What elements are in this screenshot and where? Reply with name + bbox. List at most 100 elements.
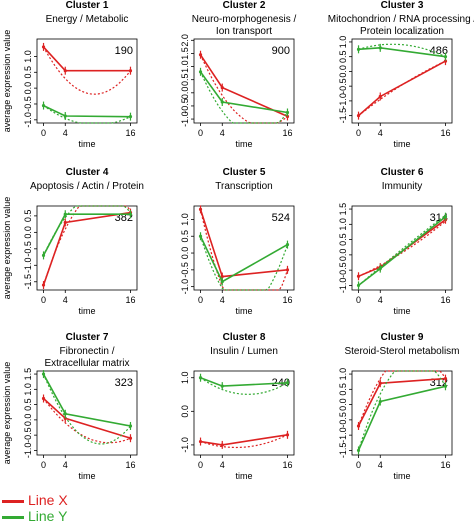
cluster-8-line-y-point (220, 384, 224, 388)
cluster-4-xtick-label: 0 (41, 295, 46, 305)
cluster-5-line-y-point (220, 280, 224, 284)
cluster-2-count: 900 (272, 45, 290, 57)
cluster-3-ytick-label: 1.0 (338, 36, 348, 49)
cluster-7-line-y-point (128, 424, 133, 428)
cluster-1-line-y-point (63, 114, 67, 118)
cluster-5-ytick-label: -0.5 (180, 262, 190, 278)
cluster-5-ytick-label: 1.0 (180, 213, 190, 226)
cluster-8-line-y-point (198, 376, 203, 380)
cluster-7-ytick-label: 0.0 (23, 414, 33, 427)
cluster-7-title: Cluster 7 (66, 332, 109, 343)
cluster-1-line-x-point (128, 69, 133, 73)
cluster-2-ytick-label: -1.0 (180, 111, 190, 127)
cluster-8-ytick-label: 1.0 (180, 371, 190, 384)
cluster-2-line-y-point (220, 100, 224, 104)
cluster-1-ytick-label: 1.0 (23, 50, 33, 63)
cluster-4-ytick-label: 0.5 (23, 210, 33, 223)
cluster-1-count: 190 (115, 45, 133, 57)
cluster-3-line-y-fit (358, 43, 446, 58)
cluster-5-plot-frame (193, 205, 295, 291)
cluster-1-xlabel: time (78, 139, 95, 149)
cluster-1-ylabel: average expression value (2, 30, 12, 133)
cluster-7-ytick-label: 1.0 (23, 383, 33, 396)
cluster-6-line-y-point (356, 283, 361, 288)
cluster-6-ytick-label: -0.5 (338, 262, 348, 278)
cluster-3-ytick-label: -1.0 (338, 93, 348, 109)
cluster-4-ytick-label: -1.0 (23, 258, 33, 274)
cluster-3-line-x-point (378, 94, 382, 99)
cluster-5-line-x-point (220, 274, 224, 279)
cluster-2-xlabel: time (235, 139, 252, 149)
cluster-3-line-x-point (356, 114, 361, 118)
cluster-3-count: 486 (430, 45, 448, 57)
cluster-5-xlabel: time (235, 306, 252, 316)
legend-label-line-y: Line Y (28, 508, 68, 524)
cluster-5-title: Cluster 5 (223, 167, 266, 178)
cluster-2-line-y-point (285, 110, 290, 115)
cluster-3-ytick-label: -0.5 (338, 78, 348, 94)
cluster-4-xtick-label: 16 (125, 295, 135, 305)
cluster-3-xtick-label: 0 (356, 128, 361, 138)
cluster-5-line-y-point (285, 243, 290, 247)
cluster-6-ytick-label: 1.5 (338, 203, 348, 216)
cluster-8-line-y-fit (200, 377, 288, 395)
cluster-1-line-x-point (63, 69, 67, 73)
cluster-9-subtitle: Steroid-Sterol metabolism (344, 346, 459, 357)
cluster-7-xtick-label: 16 (125, 460, 135, 470)
cluster-5-ytick-label: 0.5 (180, 230, 190, 243)
cluster-6-line-x-point (356, 274, 361, 278)
cluster-2-subtitle-2: Ion transport (216, 26, 272, 37)
cluster-6-line-y-point (443, 215, 448, 219)
cluster-4-ytick-label: 0.0 (23, 226, 33, 239)
cluster-5-ytick-label: -1.0 (180, 279, 190, 295)
cluster-8-xtick-label: 16 (282, 460, 292, 470)
cluster-7-xtick-label: 0 (41, 460, 46, 470)
cluster-7-ylabel: average expression value (2, 362, 12, 465)
cluster-6-ytick-label: -1.0 (338, 278, 348, 294)
cluster-6-ytick-label: 1.0 (338, 218, 348, 231)
cluster-7-subtitle-2: Extracellular matrix (44, 358, 129, 369)
cluster-7-line-x-point (128, 436, 133, 440)
cluster-6-ytick-label: 0.5 (338, 233, 348, 246)
cluster-5-line-x-point (198, 207, 203, 211)
cluster-5-line-y-fit (199, 236, 289, 291)
cluster-3-ytick-label: 0.5 (338, 50, 348, 63)
cluster-8-plot-frame (193, 370, 295, 456)
cluster-4-plot-frame (36, 205, 138, 291)
cluster-1-plot-frame (36, 38, 138, 124)
cluster-9-line-x-point (378, 381, 382, 385)
cluster-1-xtick-label: 4 (63, 128, 68, 138)
cluster-2-line-x-series (199, 54, 288, 118)
cluster-1-xtick-label: 16 (125, 128, 135, 138)
cluster-4-title: Cluster 4 (66, 167, 109, 178)
cluster-2-xtick-label: 0 (198, 128, 203, 138)
cluster-7-ytick-label: 0.5 (23, 398, 33, 411)
cluster-5-count: 524 (272, 212, 290, 224)
cluster-1-line-y-point (128, 115, 133, 119)
cluster-4-subtitle: Apoptosis / Actin / Protein (30, 181, 144, 192)
cluster-9-ytick-label: 1.0 (338, 368, 348, 381)
cluster-2-line-y-point (198, 70, 203, 74)
cluster-1-ytick-label: -0.5 (23, 96, 33, 112)
cluster-1-xtick-label: 0 (41, 128, 46, 138)
cluster-1-ytick-label: 0.0 (23, 82, 33, 95)
cluster-4-line-y-point (41, 253, 46, 258)
cluster-3-line-x-fit (358, 60, 446, 117)
cluster-7-ytick-label: -0.5 (23, 427, 33, 443)
cluster-6-xlabel: time (393, 306, 410, 316)
cluster-2-ytick-label: 1.5 (180, 47, 190, 60)
cluster-7-subtitle: Fibronectin / (59, 346, 114, 357)
cluster-1-line-y-fit (43, 105, 131, 124)
cluster-1-line-y-point (41, 103, 46, 108)
cluster-6-xtick-label: 4 (378, 295, 383, 305)
cluster-2-title: Cluster 2 (223, 0, 266, 11)
cluster-5-xtick-label: 0 (198, 295, 203, 305)
cluster-2-ytick-label: 1.0 (180, 60, 190, 73)
cluster-9-line-x-point (443, 377, 448, 381)
cluster-7-ytick-label: -1.0 (23, 443, 33, 459)
cluster-8-ytick-label: 0.0 (180, 405, 190, 418)
cluster-7-line-x-point (41, 396, 46, 401)
cluster-9-ytick-label: 0.5 (338, 383, 348, 396)
